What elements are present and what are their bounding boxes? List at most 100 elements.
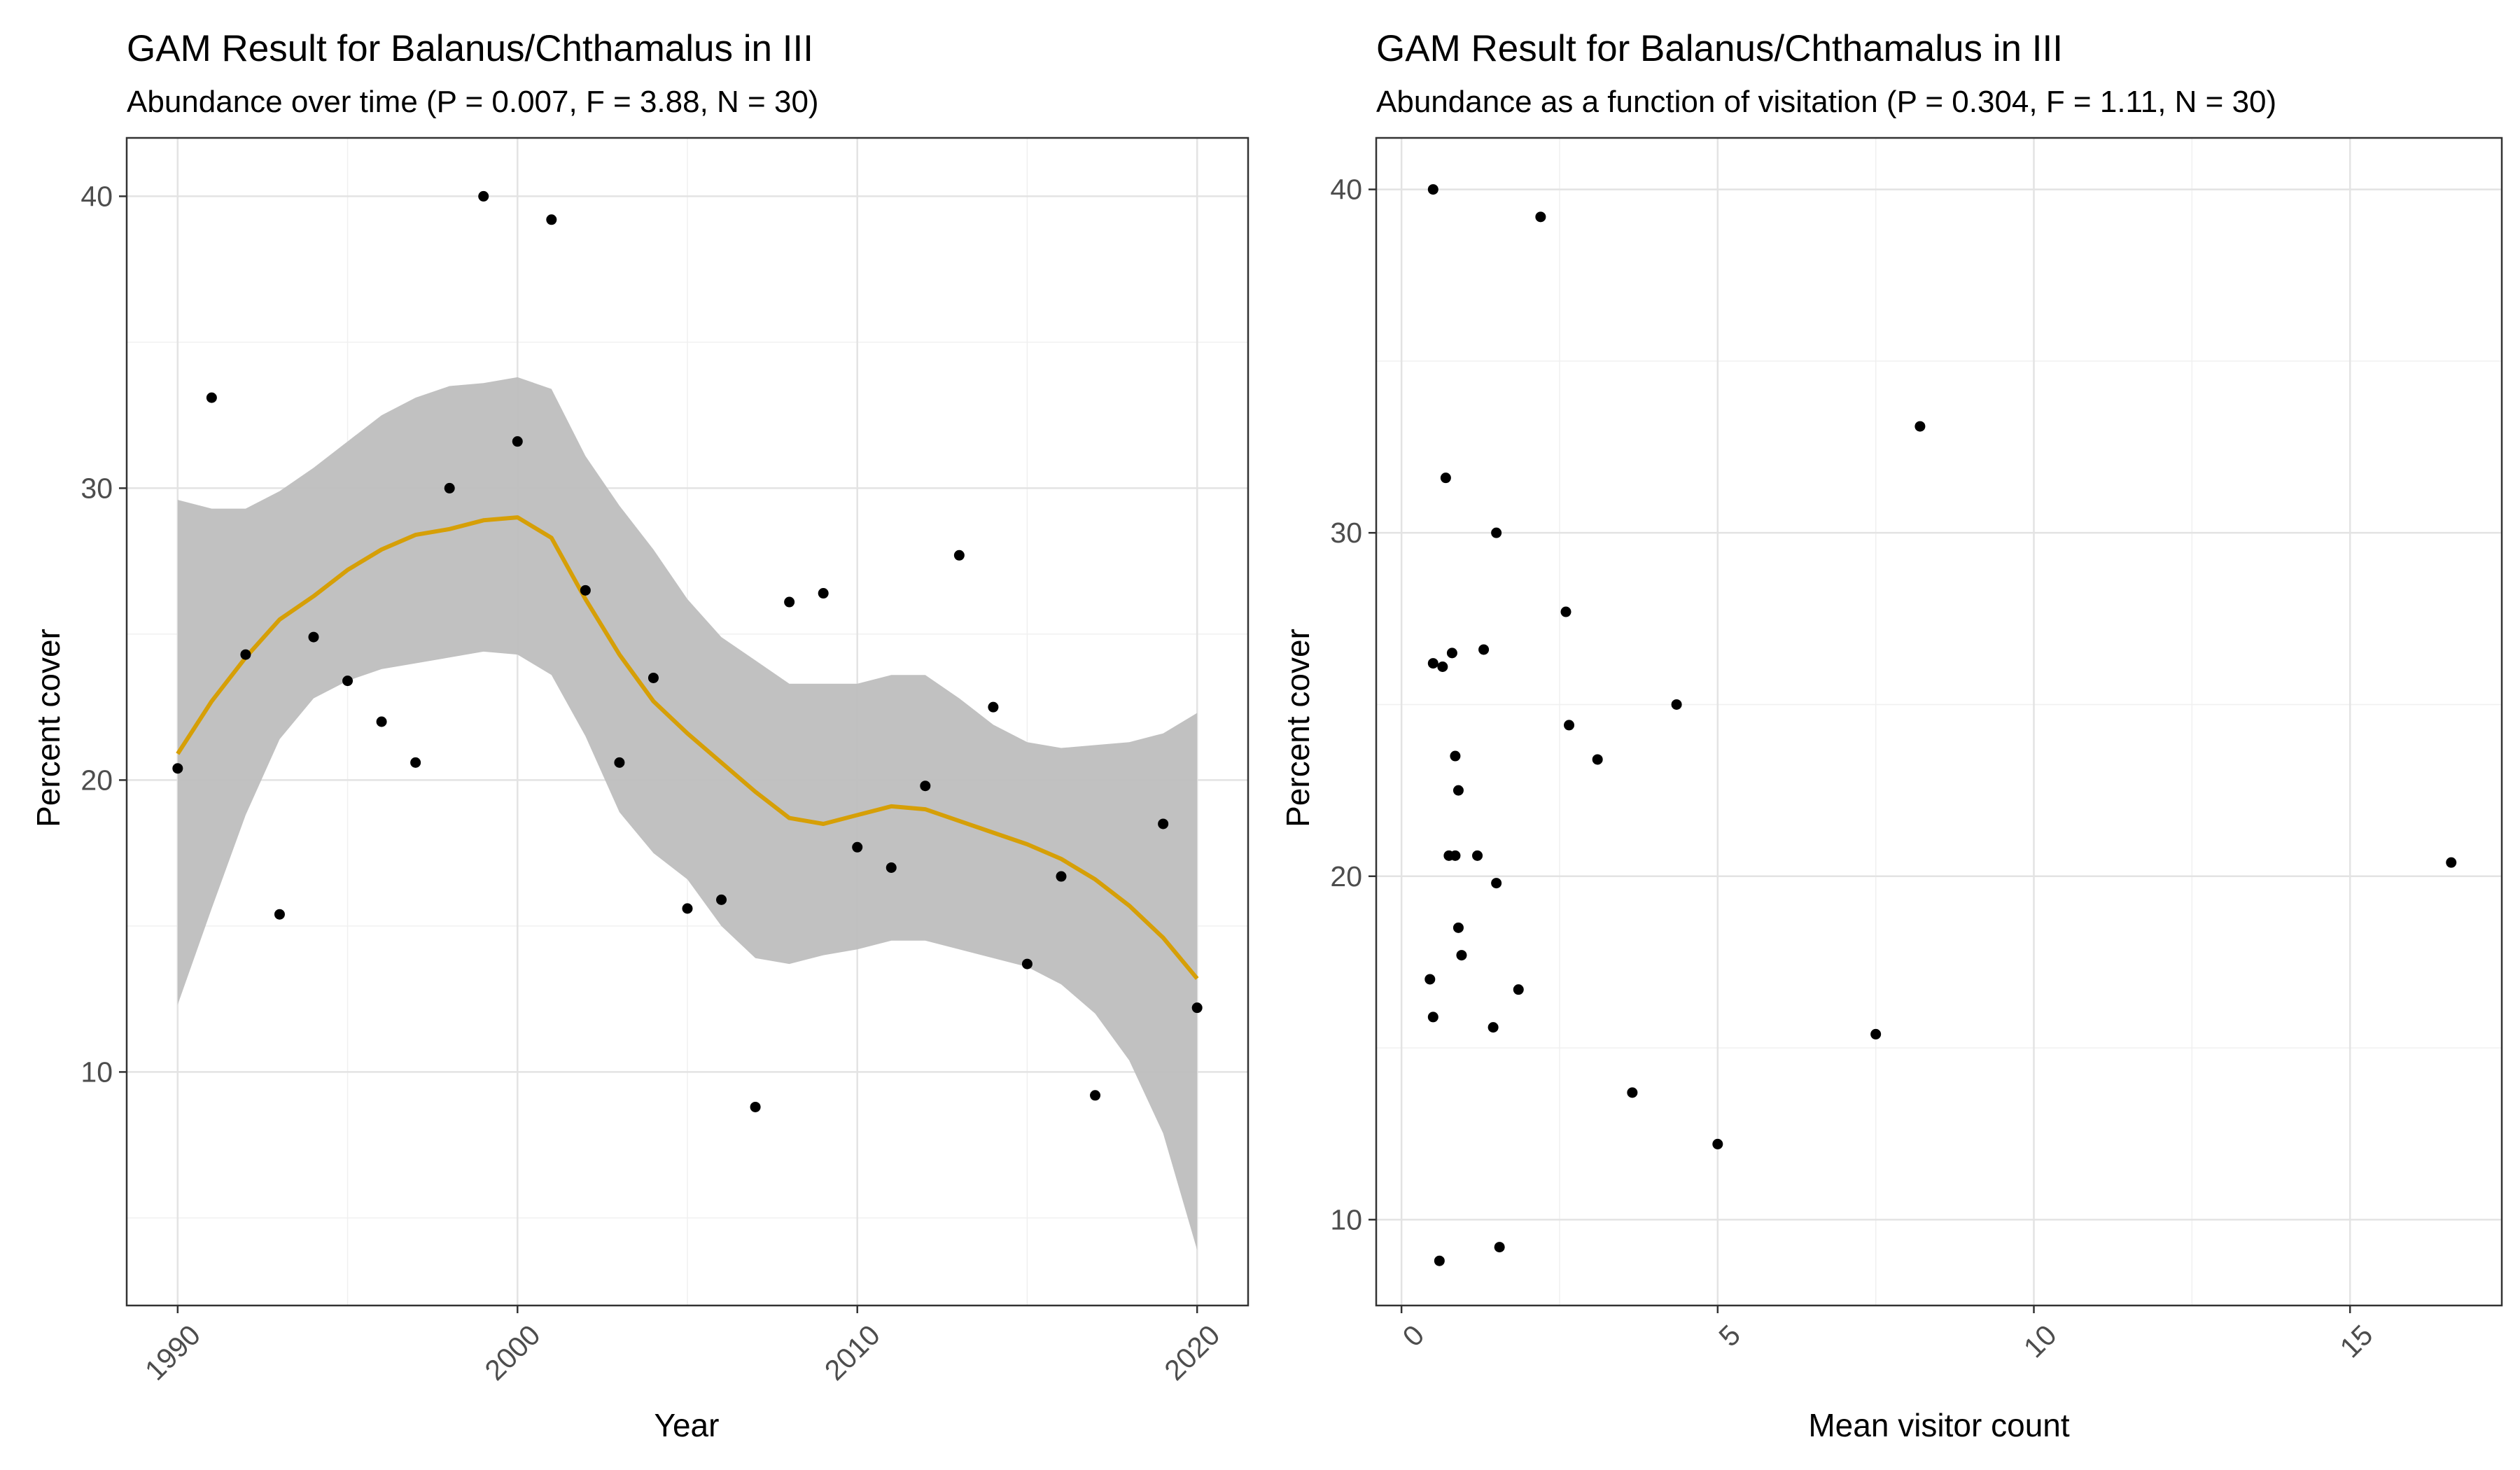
data-point	[1446, 648, 1457, 659]
x-axis-title: Mean visitor count	[1808, 1407, 2069, 1443]
y-tick-label: 40	[1330, 174, 1362, 206]
data-point	[1478, 644, 1490, 655]
data-point	[1491, 527, 1502, 538]
y-tick-label: 30	[80, 472, 113, 504]
data-point	[1456, 950, 1467, 961]
y-axis-title: Percent cover	[1280, 629, 1316, 827]
data-point	[240, 649, 251, 660]
data-point	[274, 909, 285, 920]
data-point	[1560, 606, 1572, 617]
data-point	[512, 436, 523, 447]
data-point	[1437, 662, 1448, 673]
data-point	[1427, 184, 1438, 195]
chart-subtitle: Abundance over time (P = 0.007, F = 3.88…	[127, 85, 819, 119]
data-point	[953, 550, 965, 561]
data-point	[1472, 850, 1483, 861]
chart-title: GAM Result for Balanus/Chthamalus in III	[127, 28, 813, 69]
plot-panel-border	[125, 136, 1250, 1307]
data-points	[1424, 184, 2457, 1266]
data-point	[988, 701, 999, 713]
x-tick-label: 5	[1712, 1319, 1746, 1353]
data-point	[1671, 699, 1682, 710]
data-point	[886, 862, 897, 873]
data-point	[852, 841, 863, 853]
data-point	[750, 1101, 761, 1112]
chart-subtitle: Abundance as a function of visitation (P…	[1376, 85, 2276, 119]
data-point	[920, 780, 931, 792]
data-point	[1434, 1255, 1445, 1266]
data-point	[580, 584, 591, 596]
panel-year: GAM Result for Balanus/Chthamalus in III…	[30, 28, 1250, 1443]
data-point	[546, 214, 557, 225]
ci-band	[177, 377, 1198, 1250]
data-point	[1440, 472, 1451, 484]
x-tick-label: 2000	[479, 1319, 547, 1387]
data-point	[1494, 1242, 1505, 1253]
data-point	[682, 903, 693, 914]
data-point	[614, 757, 625, 768]
y-axis-title: Percent cover	[30, 629, 66, 827]
x-axis-ticks: 0 5 10 15	[1396, 1306, 2379, 1364]
data-point	[376, 716, 387, 727]
data-point	[1870, 1028, 1882, 1040]
y-tick-label: 40	[80, 180, 113, 212]
data-point	[206, 392, 217, 403]
data-point	[1535, 211, 1546, 223]
data-point	[1488, 1022, 1499, 1033]
data-point	[1450, 850, 1461, 861]
y-tick-label: 10	[1330, 1203, 1362, 1236]
data-point	[444, 482, 455, 493]
y-tick-label: 20	[1330, 860, 1362, 892]
y-tick-label: 30	[1330, 517, 1362, 549]
data-point	[784, 596, 795, 608]
data-point	[1712, 1138, 1723, 1149]
data-point	[1427, 1011, 1438, 1023]
data-point	[818, 588, 829, 599]
data-point	[1564, 720, 1575, 731]
gam-fit-line	[176, 515, 1199, 980]
data-point	[1627, 1087, 1638, 1098]
x-axis-title: Year	[654, 1407, 720, 1443]
x-axis-ticks: 1990 2000 2010 2020	[139, 1306, 1226, 1387]
data-point	[342, 676, 354, 687]
x-tick-label: 2020	[1158, 1319, 1226, 1387]
data-point	[1452, 922, 1464, 933]
data-point	[1191, 1002, 1203, 1014]
x-tick-label: 10	[2017, 1319, 2063, 1364]
x-tick-label: 1990	[139, 1319, 206, 1387]
data-points	[172, 190, 1203, 1112]
x-tick-label: 0	[1396, 1319, 1431, 1353]
data-point	[1914, 421, 1926, 432]
data-point	[1452, 785, 1464, 796]
data-point	[1021, 958, 1032, 969]
data-point	[1056, 871, 1067, 882]
y-axis-ticks: 10 20 30 40	[1330, 174, 1376, 1236]
data-point	[2446, 857, 2457, 868]
data-point	[172, 763, 183, 774]
data-point	[1090, 1090, 1101, 1101]
data-point	[308, 631, 319, 643]
plot-panel-border	[1375, 136, 2503, 1307]
data-point	[478, 190, 489, 202]
x-tick-label: 15	[2334, 1319, 2379, 1364]
panel-visitation: GAM Result for Balanus/Chthamalus in III…	[1280, 28, 2503, 1443]
chart-title: GAM Result for Balanus/Chthamalus in III	[1376, 28, 2063, 69]
gam-fit-line	[176, 515, 1199, 980]
x-tick-label: 2010	[818, 1319, 886, 1387]
data-point	[1513, 984, 1524, 995]
data-point	[1491, 878, 1502, 889]
data-point	[716, 894, 727, 905]
confidence-band	[177, 377, 1198, 1250]
data-point	[1450, 750, 1461, 762]
data-point	[1424, 974, 1436, 985]
data-point	[1158, 818, 1169, 830]
y-axis-ticks: 10 20 30 40	[80, 180, 127, 1088]
data-point	[648, 672, 659, 683]
data-point	[1592, 754, 1603, 765]
y-tick-label: 10	[80, 1056, 113, 1088]
data-point	[1427, 658, 1438, 669]
data-point	[410, 757, 421, 768]
y-tick-label: 20	[80, 764, 113, 796]
gridlines	[1376, 138, 2502, 1306]
